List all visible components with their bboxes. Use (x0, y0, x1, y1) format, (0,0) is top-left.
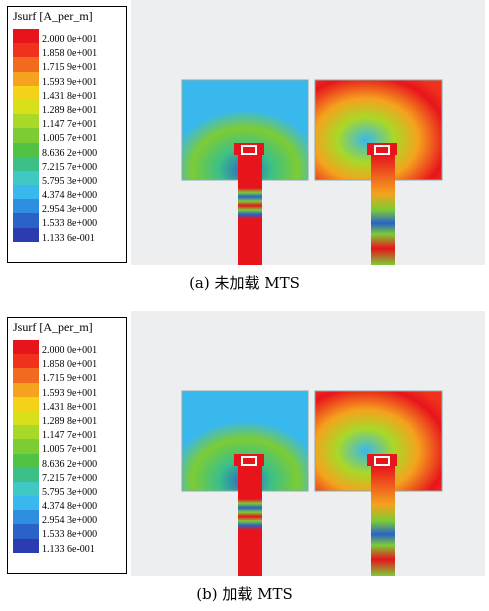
legend-value: 2.000 0e+001 (42, 345, 98, 356)
legend-value: 1.289 8e+001 (42, 415, 98, 427)
current-distribution-plot (131, 0, 485, 265)
legend-value: 1.147 7e+001 (42, 119, 98, 131)
legend-value: 5.795 3e+000 (42, 175, 98, 187)
color-swatch (13, 340, 39, 355)
color-swatch (13, 382, 39, 397)
color-swatch (13, 354, 39, 369)
panel-b: Jsurf [A_per_m] 2.000 0e+001 1.858 0e+001… (0, 311, 489, 611)
legend-value: 7.215 7e+000 (42, 472, 98, 484)
color-swatch (13, 510, 39, 525)
color-swatch (13, 114, 39, 129)
color-swatch (13, 453, 39, 468)
legend-value: 1.593 9e+001 (42, 76, 98, 88)
legend-value: 1.533 8e+000 (42, 529, 98, 541)
legend-value: 8.636 2e+000 (42, 147, 98, 159)
legend-title: Jsurf [A_per_m] (13, 320, 93, 334)
panel-a: Jsurf [A_per_m] 2.000 0e+001 1.858 0e+001… (0, 0, 489, 300)
color-swatch (13, 99, 39, 115)
color-swatch (13, 481, 39, 497)
legend-value: 1.005 7e+001 (42, 133, 98, 145)
legend-box: Jsurf [A_per_m] 2.000 0e+001 1.858 0e+001… (7, 6, 127, 263)
legend-title: Jsurf [A_per_m] (13, 9, 93, 23)
color-swatch (13, 227, 39, 242)
caption: (a) 未加载 MTS (189, 274, 300, 292)
color-swatch (13, 425, 39, 440)
color-swatch (13, 57, 39, 72)
legend-value: 1.858 0e+001 (42, 359, 98, 371)
color-swatch (13, 71, 39, 86)
legend-value: 1.715 9e+001 (42, 373, 98, 385)
legend-value: 2.000 0e+001 (42, 34, 98, 45)
color-swatch (13, 170, 39, 186)
legend-value: 1.147 7e+001 (42, 430, 98, 442)
legend-value: 2.954 3e+000 (42, 515, 98, 527)
legend-box: Jsurf [A_per_m] 2.000 0e+001 1.858 0e+001… (7, 317, 127, 574)
color-swatch (13, 128, 39, 143)
color-swatch (13, 396, 39, 411)
color-swatch (13, 156, 39, 171)
color-swatch (13, 368, 39, 383)
color-scale (13, 29, 39, 242)
color-swatch (13, 199, 39, 214)
color-scale (13, 340, 39, 553)
legend-value: 1.005 7e+001 (42, 444, 98, 456)
color-swatch (13, 410, 39, 426)
color-swatch (13, 538, 39, 553)
legend-value: 1.133 6e-001 (42, 543, 95, 555)
legend-value: 1.289 8e+001 (42, 104, 98, 116)
color-swatch (13, 213, 39, 228)
legend-value: 1.593 9e+001 (42, 387, 98, 399)
legend-values: 2.000 0e+001 1.858 0e+001 1.715 9e+001 1.59… (42, 33, 97, 246)
color-swatch (13, 524, 39, 539)
color-swatch (13, 185, 39, 200)
legend-value: 1.431 8e+001 (42, 401, 98, 413)
color-swatch (13, 29, 39, 44)
color-swatch (13, 439, 39, 454)
color-swatch (13, 496, 39, 511)
color-swatch (13, 85, 39, 100)
legend-value: 1.533 8e+000 (42, 218, 98, 230)
legend-values: 2.000 0e+001 1.858 0e+001 1.715 9e+001 1.59… (42, 344, 97, 557)
color-swatch (13, 142, 39, 157)
legend-value: 8.636 2e+000 (42, 458, 98, 470)
legend-value: 1.715 9e+001 (42, 62, 98, 74)
current-distribution-plot (131, 311, 485, 576)
legend-value: 7.215 7e+000 (42, 161, 98, 173)
caption: (b) 加载 MTS (196, 585, 293, 603)
legend-value: 1.133 6e-001 (42, 232, 95, 244)
legend-value: 4.374 8e+000 (42, 190, 98, 202)
color-swatch (13, 43, 39, 58)
legend-value: 5.795 3e+000 (42, 486, 98, 498)
legend-value: 4.374 8e+000 (42, 501, 98, 513)
legend-value: 1.431 8e+001 (42, 90, 98, 102)
color-swatch (13, 467, 39, 482)
legend-value: 1.858 0e+001 (42, 48, 98, 60)
legend-value: 2.954 3e+000 (42, 204, 98, 216)
